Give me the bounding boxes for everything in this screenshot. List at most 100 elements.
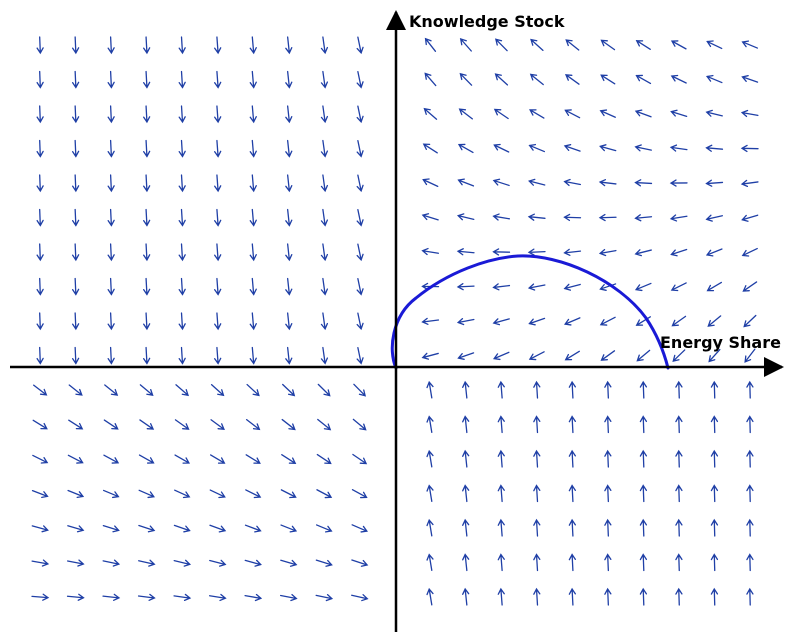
field-arrow — [178, 312, 186, 331]
field-arrow — [143, 312, 151, 331]
field-arrow — [356, 312, 364, 331]
field-arrow — [214, 208, 222, 227]
field-arrow — [175, 384, 189, 397]
field-arrow — [214, 346, 222, 365]
field-arrow — [422, 178, 439, 188]
field-arrow — [209, 524, 227, 533]
field-arrow — [281, 454, 297, 464]
field-arrow — [563, 178, 582, 187]
field-arrow — [634, 249, 652, 257]
field-arrow — [494, 73, 509, 86]
field-arrow — [32, 454, 49, 464]
field-arrow — [670, 248, 688, 257]
field-arrow — [598, 248, 617, 257]
field-arrow — [102, 593, 121, 601]
field-arrow — [209, 489, 226, 499]
field-arrow — [669, 214, 688, 222]
field-arrow — [351, 559, 369, 567]
field-arrow — [107, 70, 115, 89]
field-arrow — [102, 559, 121, 567]
field-arrow — [708, 348, 721, 363]
field-arrow — [426, 449, 434, 468]
field-arrow — [639, 587, 648, 606]
field-arrow — [497, 415, 505, 434]
field-arrow — [285, 312, 293, 331]
field-arrow — [174, 489, 191, 499]
field-arrow — [462, 415, 470, 434]
field-arrow — [139, 384, 154, 396]
field-arrow — [356, 71, 364, 89]
field-arrow — [533, 380, 541, 399]
field-arrow — [421, 352, 439, 360]
field-arrow — [138, 454, 155, 464]
field-arrow — [214, 174, 222, 193]
field-arrow — [245, 489, 262, 499]
field-arrow — [315, 524, 333, 533]
field-arrow — [280, 524, 298, 533]
field-arrow — [178, 105, 186, 124]
field-arrow — [492, 283, 511, 291]
field-arrow — [421, 247, 440, 256]
field-arrow — [600, 39, 616, 51]
field-arrow — [67, 489, 85, 499]
field-arrow — [710, 553, 719, 572]
field-arrow — [71, 174, 80, 193]
field-arrow — [36, 139, 44, 158]
field-arrow — [138, 559, 156, 567]
field-arrow — [459, 38, 472, 52]
field-arrow — [746, 415, 754, 434]
field-arrow — [351, 594, 369, 602]
field-arrow — [426, 484, 434, 503]
field-arrow — [426, 380, 434, 399]
field-arrow — [492, 213, 511, 221]
field-arrow — [143, 139, 151, 158]
field-arrow — [639, 380, 648, 399]
field-arrow — [178, 36, 186, 55]
field-arrow — [173, 559, 192, 567]
field-arrow — [675, 553, 683, 572]
field-arrow — [710, 449, 719, 468]
field-arrow — [533, 518, 541, 537]
field-arrow — [351, 488, 368, 499]
field-arrow — [245, 419, 261, 431]
field-arrow — [533, 449, 541, 468]
field-arrow — [424, 72, 437, 87]
field-arrow — [279, 593, 298, 602]
field-arrow — [214, 139, 222, 158]
field-arrow — [635, 74, 652, 85]
trajectory-curve — [390, 254, 670, 370]
field-arrow — [426, 553, 434, 572]
field-arrow — [36, 277, 44, 296]
field-arrow — [107, 243, 115, 262]
vector-field — [31, 36, 759, 606]
field-arrow — [568, 587, 576, 606]
field-arrow — [36, 105, 44, 124]
field-arrow — [356, 174, 364, 193]
field-arrow — [107, 277, 115, 296]
field-arrow — [462, 587, 470, 606]
field-arrow — [178, 208, 186, 227]
field-arrow — [356, 278, 364, 296]
field-arrow — [353, 383, 367, 397]
field-arrow — [527, 248, 546, 256]
field-arrow — [604, 518, 612, 537]
field-arrow — [670, 74, 687, 84]
field-arrow — [71, 277, 80, 296]
field-arrow — [138, 524, 156, 533]
field-arrow — [104, 384, 119, 396]
field-arrow — [317, 383, 331, 397]
field-arrow — [669, 179, 688, 187]
field-arrow — [66, 593, 85, 601]
field-arrow — [71, 243, 80, 262]
field-arrow — [462, 380, 470, 399]
field-arrow — [209, 454, 226, 464]
field-arrow — [634, 179, 653, 187]
field-arrow — [285, 208, 293, 227]
field-arrow — [599, 316, 616, 326]
field-arrow — [458, 108, 473, 120]
field-arrow — [563, 248, 582, 256]
field-arrow — [741, 247, 758, 257]
field-arrow — [457, 143, 474, 154]
field-arrow — [705, 179, 724, 187]
field-arrow — [457, 178, 475, 187]
